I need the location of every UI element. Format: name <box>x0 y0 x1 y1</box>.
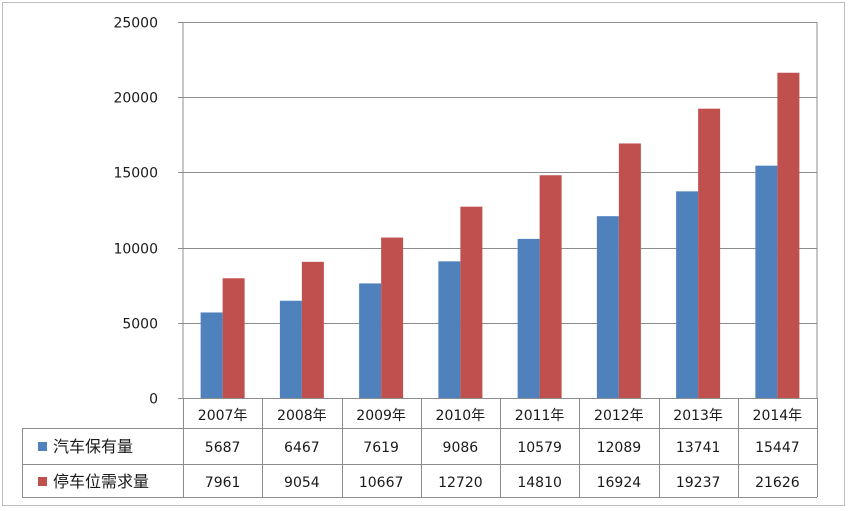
bar-series1 <box>596 216 619 398</box>
category-label: 2009年 <box>356 408 406 424</box>
legend-swatch <box>38 477 47 486</box>
bar-series2 <box>618 143 641 398</box>
table-cell-value: 21626 <box>755 475 800 491</box>
bar-series2 <box>698 108 721 398</box>
data-table: 2007年 2008年 2009年 2010年 2011年 2012年 2013年 2014年… <box>22 398 818 498</box>
y-tick-label: 5000 <box>122 317 158 333</box>
table-cell-value: 12089 <box>597 440 642 456</box>
y-axis-ticks: 0 5000 10000 15000 20000 25000 <box>113 16 158 408</box>
table-cell-value: 14810 <box>517 475 562 491</box>
table-cell-value: 5687 <box>205 440 241 456</box>
table-cell-value: 10579 <box>517 440 562 456</box>
category-label: 2014年 <box>753 408 803 424</box>
y-tick-label: 15000 <box>113 166 158 182</box>
bar-series1 <box>438 261 461 398</box>
table-cell-value: 9054 <box>284 475 320 491</box>
category-label: 2012年 <box>594 408 644 424</box>
bar-series1 <box>755 165 778 398</box>
y-tick-label: 10000 <box>113 242 158 258</box>
table-cell-value: 12720 <box>438 475 483 491</box>
table-cell-value: 15447 <box>755 440 800 456</box>
table-cell-value: 6467 <box>284 440 320 456</box>
bar-series2 <box>777 72 800 398</box>
bar-series2 <box>539 175 562 398</box>
bar-series2 <box>460 206 483 398</box>
bar-series1 <box>359 283 382 398</box>
bar-series1 <box>279 300 302 398</box>
bar-series1 <box>517 238 540 398</box>
bar-series2 <box>301 261 324 398</box>
bars <box>200 72 800 398</box>
category-label: 2013年 <box>673 408 723 424</box>
y-tick-label: 25000 <box>113 16 158 32</box>
legend-label: 汽车保有量 <box>53 437 133 456</box>
bar-series1 <box>200 312 223 398</box>
category-label: 2010年 <box>436 408 486 424</box>
legend-label: 停车位需求量 <box>53 472 149 491</box>
bar-series1 <box>676 191 699 398</box>
table-cell-value: 13741 <box>676 440 721 456</box>
table-cell-value: 7961 <box>205 475 241 491</box>
category-label: 2011年 <box>515 408 565 424</box>
bar-series2 <box>381 237 404 398</box>
legend-swatch <box>38 442 47 451</box>
table-cell-value: 7619 <box>363 440 399 456</box>
table-cell-value: 16924 <box>597 475 642 491</box>
y-tick-label: 0 <box>149 392 158 408</box>
y-tick-label: 20000 <box>113 91 158 107</box>
table-cell-value: 9086 <box>443 440 479 456</box>
gridlines <box>178 22 818 399</box>
bar-series2 <box>222 278 245 398</box>
table-cell-value: 10667 <box>359 475 404 491</box>
category-label: 2007年 <box>198 408 248 424</box>
category-label: 2008年 <box>277 408 327 424</box>
table-cell-value: 19237 <box>676 475 721 491</box>
